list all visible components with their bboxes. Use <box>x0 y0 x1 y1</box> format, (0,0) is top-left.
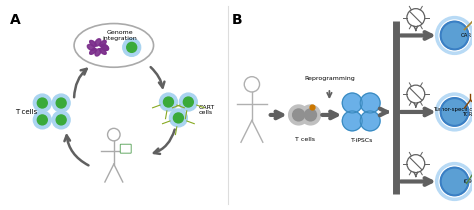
Circle shape <box>160 93 177 111</box>
Text: CAR: CAR <box>461 33 473 38</box>
Ellipse shape <box>95 49 101 56</box>
Text: A: A <box>9 13 20 27</box>
Text: Reprogramming: Reprogramming <box>304 76 355 81</box>
Text: Genome
integration: Genome integration <box>102 30 137 41</box>
Ellipse shape <box>100 41 106 46</box>
Text: T-iPSCs: T-iPSCs <box>351 138 374 143</box>
Ellipse shape <box>87 45 95 50</box>
FancyArrowPatch shape <box>154 130 175 154</box>
FancyArrowPatch shape <box>401 109 431 115</box>
Ellipse shape <box>100 48 106 54</box>
Circle shape <box>441 98 468 126</box>
FancyArrowPatch shape <box>151 67 164 88</box>
FancyArrowPatch shape <box>401 32 431 39</box>
Circle shape <box>342 93 362 113</box>
Circle shape <box>52 94 70 112</box>
Circle shape <box>342 111 362 131</box>
Circle shape <box>56 115 66 125</box>
FancyArrowPatch shape <box>271 112 282 118</box>
Circle shape <box>173 113 183 123</box>
Ellipse shape <box>74 24 154 67</box>
Circle shape <box>441 168 468 195</box>
Circle shape <box>37 98 47 108</box>
Circle shape <box>301 105 320 125</box>
Text: T cells: T cells <box>15 109 37 115</box>
Circle shape <box>33 94 51 112</box>
Circle shape <box>169 109 187 127</box>
FancyArrowPatch shape <box>401 178 431 185</box>
Circle shape <box>52 111 70 129</box>
Ellipse shape <box>95 39 101 46</box>
Ellipse shape <box>90 41 96 46</box>
Circle shape <box>360 93 380 113</box>
FancyArrowPatch shape <box>322 112 337 118</box>
Circle shape <box>33 111 51 129</box>
Ellipse shape <box>101 45 109 50</box>
Ellipse shape <box>101 45 109 50</box>
Circle shape <box>183 97 193 107</box>
FancyBboxPatch shape <box>120 144 131 153</box>
FancyArrowPatch shape <box>74 69 87 97</box>
Circle shape <box>37 115 47 125</box>
Text: B: B <box>232 13 243 27</box>
Circle shape <box>441 22 468 49</box>
FancyArrowPatch shape <box>380 109 387 115</box>
Circle shape <box>289 105 309 125</box>
Text: Tumor-specific
TCR: Tumor-specific TCR <box>433 106 473 117</box>
Text: CART
cells: CART cells <box>198 105 215 115</box>
Circle shape <box>123 38 141 56</box>
Text: T cells: T cells <box>294 137 315 142</box>
Circle shape <box>292 109 305 121</box>
Circle shape <box>56 98 66 108</box>
Circle shape <box>164 97 173 107</box>
Circle shape <box>127 42 137 52</box>
Circle shape <box>179 93 197 111</box>
Ellipse shape <box>90 48 96 54</box>
Circle shape <box>305 109 317 121</box>
FancyArrowPatch shape <box>64 135 89 165</box>
Circle shape <box>360 111 380 131</box>
Text: iC9: iC9 <box>464 179 473 184</box>
